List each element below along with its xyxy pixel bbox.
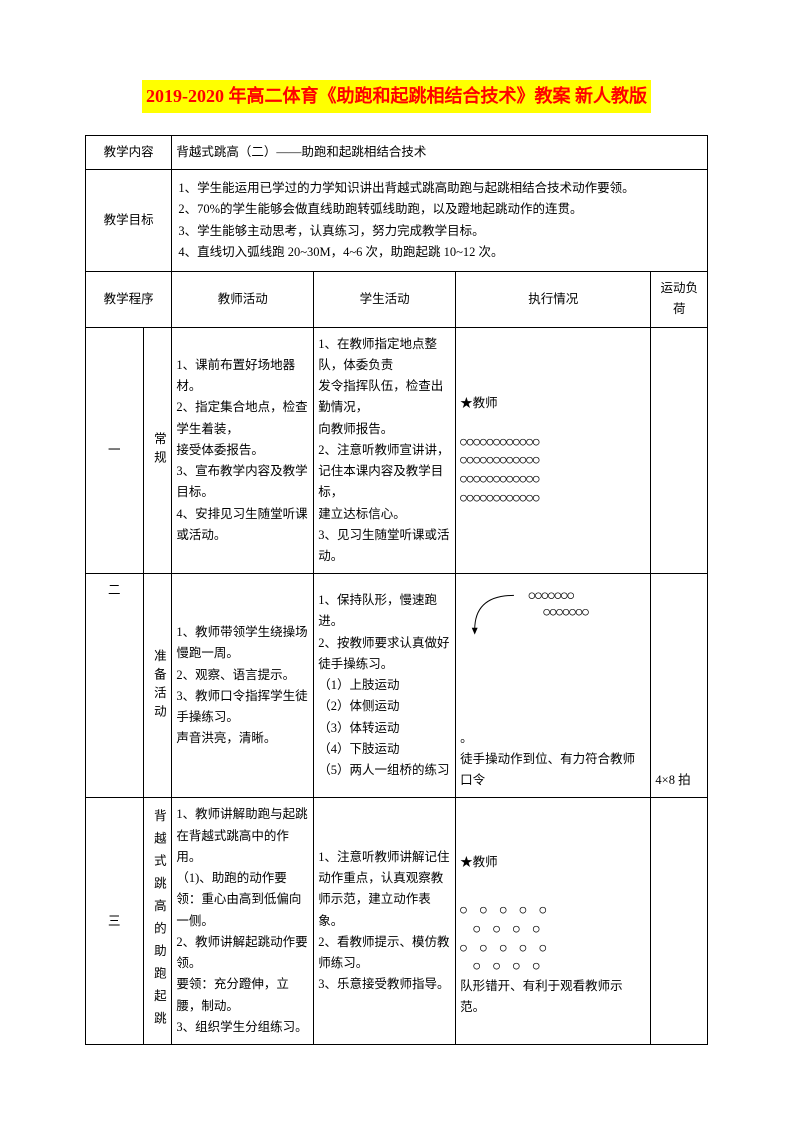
phase-2: 准备活动 [143,574,172,798]
seq-1: 一 [86,327,144,574]
curve-diagram: ○○○○○○○ ○○○○○○○ [460,580,646,650]
exec-1-star: ★教师 [460,393,646,414]
seq-3: 三 [86,798,144,1045]
curve-row-1: ○○○○○○○ [543,605,589,618]
exec-3-f0: ○ ○ ○ ○ ○ [460,901,646,920]
exec-1-row-1: ○○○○○○○○○○○○ [460,451,646,470]
teaching-content: 背越式跳高（二）——助跑和起跳相结合技术 [172,135,708,169]
label-goal: 教学目标 [86,170,172,272]
exec-3-f2: ○ ○ ○ ○ ○ [460,939,646,958]
label-teacher-activity: 教师活动 [172,272,314,328]
exec-2-note: 。 徒手操动作到位、有力符合教师口令 [460,728,646,792]
exec-2: ○○○○○○○ ○○○○○○○ 。 徒手操动作到位、有力符合教师口令 [456,574,651,798]
label-execution: 执行情况 [456,272,651,328]
student-3: 1、注意听教师讲解记住动作重点，认真观察教师示范，建立动作表象。 2、看教师提示… [314,798,456,1045]
exec-3-star: ★教师 [460,852,646,873]
student-2: 1、保持队形，慢速跑进。 2、按教师要求认真做好徒手操练习。 （1）上肢运动 （… [314,574,456,798]
load-1 [651,327,708,574]
exec-3: ★教师 ○ ○ ○ ○ ○ ○ ○ ○ ○ ○ ○ ○ ○ ○ ○ ○ ○ ○ … [456,798,651,1045]
label-load: 运动负荷 [651,272,708,328]
exec-1: ★教师 ○○○○○○○○○○○○ ○○○○○○○○○○○○ ○○○○○○○○○○… [456,327,651,574]
label-procedure: 教学程序 [86,272,172,328]
teacher-1: 1、课前布置好场地器材。 2、指定集合地点，检查学生着装， 接受体委报告。 3、… [172,327,314,574]
phase-3: 背越式跳高的助跑起跳 [143,798,172,1045]
teaching-goal: 1、学生能运用已学过的力学知识讲出背越式跳高助跑与起跳相结合技术动作要领。 2、… [172,170,708,272]
student-1: 1、在教师指定地点整队，体委负责 发令指挥队伍，检查出勤情况， 向教师报告。 2… [314,327,456,574]
phase-1: 常规 [143,327,172,574]
load-3 [651,798,708,1045]
exec-3-note: 队形错开、有利于观看教师示范。 [460,976,646,1019]
curve-row-0: ○○○○○○○ [529,589,575,602]
label-content: 教学内容 [86,135,172,169]
seq-2: 二 [86,574,144,798]
exec-1-row-3: ○○○○○○○○○○○○ [460,489,646,508]
teacher-2: 1、教师带领学生绕操场慢跑一周。 2、观察、语言提示。 3、教师口令指挥学生徒手… [172,574,314,798]
exec-3-f3: ○ ○ ○ ○ [460,957,646,976]
page-title: 2019-2020 年高二体育《助跑和起跳相结合技术》教案 新人教版 [142,80,651,113]
label-student-activity: 学生活动 [314,272,456,328]
lesson-plan-table: 教学内容 背越式跳高（二）——助跑和起跳相结合技术 教学目标 1、学生能运用已学… [85,135,708,1045]
load-2: 4×8 拍 [651,574,708,798]
exec-1-row-2: ○○○○○○○○○○○○ [460,470,646,489]
exec-3-f1: ○ ○ ○ ○ [460,920,646,939]
exec-1-row-0: ○○○○○○○○○○○○ [460,433,646,452]
teacher-3: 1、教师讲解助跑与起跳在背越式跳高中的作用。 （1)、助跑的动作要领：重心由高到… [172,798,314,1045]
